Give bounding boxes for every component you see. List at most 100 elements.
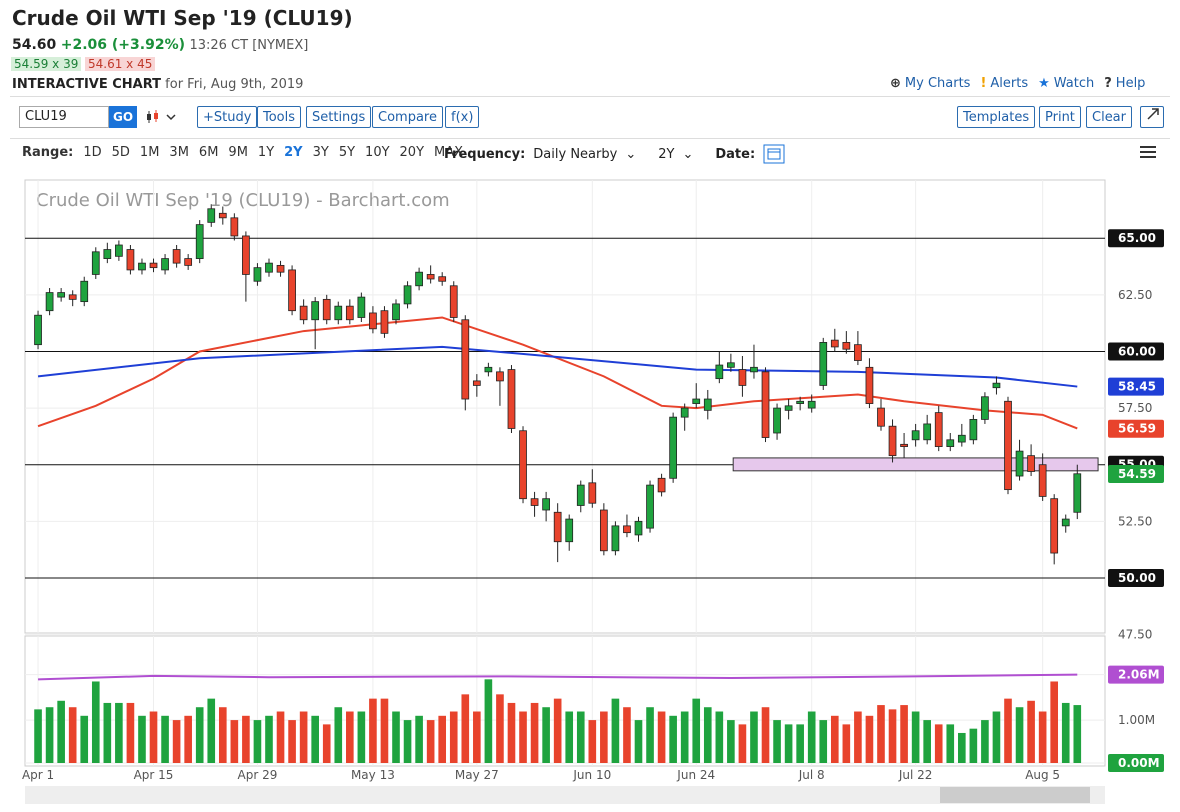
candle-body — [334, 305, 343, 321]
range-option[interactable]: 20Y — [399, 144, 425, 160]
range-option[interactable]: 3M — [169, 144, 189, 160]
range-option[interactable]: 2Y — [284, 144, 303, 160]
x-tick-label: May 13 — [351, 768, 395, 782]
candle-body — [680, 407, 689, 418]
volume-bar — [992, 711, 1001, 763]
candle-body — [623, 525, 631, 534]
scrollbar[interactable] — [25, 786, 1105, 804]
range-option[interactable]: 6M — [198, 144, 219, 160]
volume-bar — [1050, 681, 1059, 763]
frequency-label: Frequency: — [444, 146, 526, 162]
toolbar-button[interactable]: Clear — [1086, 106, 1132, 128]
chart-date: for Fri, Aug 9th, 2019 — [165, 77, 304, 92]
symbol-input[interactable]: CLU19 — [19, 106, 109, 128]
candle-body — [230, 217, 239, 237]
link[interactable]: ? Help — [1104, 76, 1145, 91]
frequency-select[interactable]: Daily Nearby — [533, 146, 618, 162]
caret: ⌄ — [625, 146, 637, 162]
volume-bar — [438, 715, 447, 763]
volume-bar — [172, 720, 181, 763]
scroll-thumb[interactable] — [940, 787, 1090, 803]
volume-bar — [334, 707, 343, 763]
range-option[interactable]: 5Y — [338, 144, 356, 160]
volume-bar — [888, 709, 897, 763]
candle-body — [981, 396, 989, 420]
toolbar-button[interactable]: Tools — [257, 106, 302, 128]
range-option[interactable]: 1D — [83, 144, 102, 160]
range-option[interactable]: 5D — [111, 144, 130, 160]
volume-bar — [149, 711, 158, 763]
candle-body — [588, 482, 597, 504]
candle-body — [45, 292, 54, 312]
range-option[interactable]: MAX — [434, 144, 464, 160]
menu-icon[interactable] — [1140, 144, 1158, 160]
toolbar-button[interactable]: Settings — [306, 106, 372, 128]
volume-bar — [796, 724, 804, 763]
candle-body — [472, 380, 481, 386]
volume-bar — [703, 707, 712, 763]
volume-bar — [415, 715, 423, 763]
candle-body — [449, 285, 458, 318]
toolbar-button[interactable]: f(x) — [445, 106, 480, 128]
toolbar-button[interactable]: Compare — [372, 106, 443, 128]
link-text: Help — [1115, 76, 1146, 91]
toolbar-button[interactable]: Print — [1039, 106, 1081, 128]
volume-bar — [357, 711, 366, 763]
volume-bar — [230, 720, 239, 763]
candle-body — [357, 296, 366, 318]
toolbar-button[interactable]: Templates — [957, 106, 1036, 128]
title: Crude Oil WTI Sep '19 (CLU19) — [12, 6, 353, 30]
range-option[interactable]: 1Y — [257, 144, 275, 160]
volume-bar — [207, 698, 216, 763]
volume-bar — [784, 724, 793, 763]
link-text: Alerts — [990, 76, 1029, 91]
moving-average — [37, 316, 1078, 430]
volume-bar — [646, 707, 654, 763]
volume-bar — [80, 715, 89, 763]
candle-body — [218, 212, 227, 219]
chart-type-icon[interactable] — [145, 108, 179, 126]
volume-bar — [161, 715, 169, 763]
toolbar-button[interactable]: +Study — [197, 106, 258, 128]
candle-body — [865, 366, 874, 404]
candle-body — [138, 262, 146, 271]
range-option[interactable]: 3Y — [312, 144, 329, 160]
volume-bar — [553, 698, 562, 763]
link-icon: ★ — [1038, 76, 1050, 91]
candle-body — [750, 366, 758, 373]
link[interactable]: ! Alerts — [980, 76, 1028, 91]
volume-bar — [969, 728, 978, 763]
candle-body — [1061, 518, 1070, 527]
volume-bar — [981, 720, 989, 763]
link[interactable]: ⊕ My Charts — [890, 76, 970, 91]
volume-bar — [819, 720, 828, 763]
go-button[interactable]: GO — [109, 106, 137, 128]
volume-bar — [484, 679, 493, 763]
volume-bar — [900, 705, 908, 763]
volume-bar — [276, 711, 285, 763]
range-option[interactable]: 9M — [228, 144, 248, 160]
volume-label-box — [1108, 665, 1164, 684]
x-tick-label: Apr 15 — [134, 768, 174, 782]
range-option[interactable]: 10Y — [365, 144, 390, 160]
period-select[interactable]: 2Y — [658, 146, 675, 162]
candle-body — [496, 371, 504, 382]
candle-body — [126, 249, 135, 271]
calendar-button[interactable] — [763, 144, 785, 164]
candle-body — [738, 369, 747, 386]
candle-body — [830, 339, 839, 348]
candle-body — [842, 342, 851, 350]
volume-bar — [138, 715, 146, 763]
volume-label-box — [1108, 753, 1164, 772]
candle-body — [380, 310, 389, 334]
volume-bar — [946, 724, 955, 763]
range-option[interactable]: 1M — [139, 144, 160, 160]
expand-button[interactable] — [1140, 106, 1164, 128]
candle-body — [392, 303, 400, 321]
candle-body — [415, 271, 423, 287]
volume-average — [38, 673, 1078, 681]
volume-bar — [750, 711, 758, 763]
range-bar: Range: 1D 5D 1M 3M 6M 9M 1Y 2Y 3Y 5Y 10Y 20Y MAX — [22, 144, 473, 160]
link[interactable]: ★ Watch — [1038, 76, 1094, 91]
